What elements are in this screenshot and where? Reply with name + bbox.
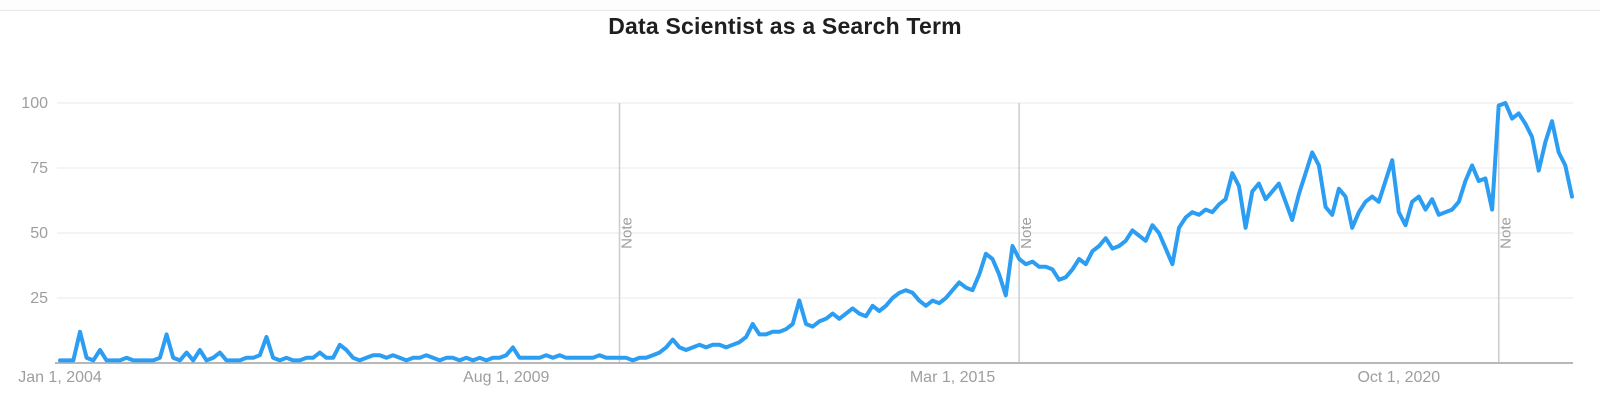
y-tick-label: 100 (21, 95, 48, 112)
series (58, 101, 1574, 363)
y-tick-label: 75 (30, 160, 48, 177)
x-tick-label: Jan 1, 2004 (18, 369, 102, 386)
note-label: Note (1018, 217, 1035, 249)
axis-labels: 25 50 75 100 Jan 1, 2004 Aug 1, 2009 Mar 1, 20… (18, 95, 1440, 386)
note-label: Note (619, 217, 636, 249)
y-tick-label: 25 (30, 290, 48, 307)
chart-title: Data Scientist as a Search Term (608, 13, 962, 39)
x-tick-label: Mar 1, 2015 (910, 369, 995, 386)
x-tick-label: Oct 1, 2020 (1357, 369, 1440, 386)
y-tick-label: 50 (30, 225, 48, 242)
note-markers: Note Note Note (619, 103, 1515, 363)
trend-line (58, 101, 1574, 363)
note-label: Note (1498, 217, 1515, 249)
x-tick-label: Aug 1, 2009 (463, 369, 549, 386)
top-divider (0, 0, 1600, 11)
